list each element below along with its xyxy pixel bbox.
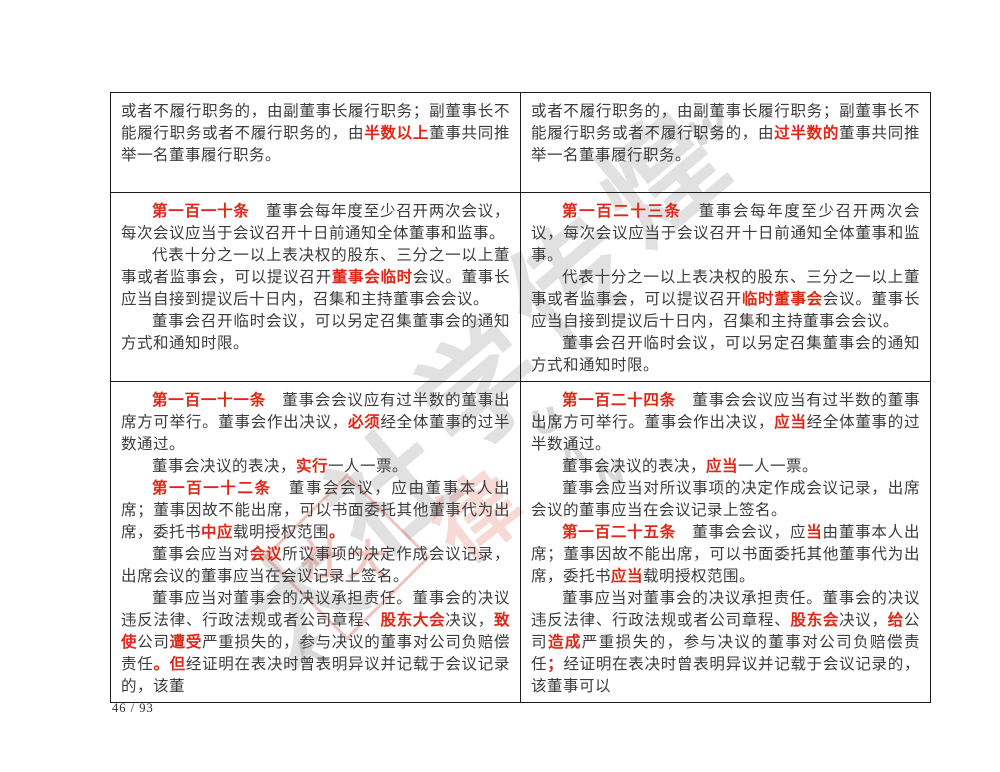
body-text: 董事会召开临时会议，可以另定召集董事会的通知方式和通知时限。 [531,335,920,374]
body-text: 董事共同推举一名董事履行职务。 [531,125,920,164]
paragraph: 董事应当对董事会的决议承担责任。董事会的决议违反法律、行政法规或者公司章程、股东… [531,588,920,698]
body-text: 会议。董事长应当自接到提议后十日内，召集和主持董事会会议。 [531,291,920,330]
highlighted-text: 。但 [153,656,186,673]
body-text: 经全体董事的过半数通过。 [121,414,510,453]
cell-new-law-continuation: 或者不履行职务的，由副董事长履行职务；副董事长不能履行职务或者不履行职务的，由过… [520,92,931,193]
highlighted-text: 致使 [121,612,510,651]
highlighted-text: 遭受 [169,634,203,651]
highlighted-text: 第一百一十条 [152,203,250,220]
body-text: 经证明在表决时曾表明异议并记载于会议记录的，该董事可以 [531,656,920,695]
body-text: 董事会决议的表决， [562,458,707,475]
table-row: 或者不履行职务的，由副董事长履行职务；副董事长不能履行职务或者不履行职务的，由半… [110,92,931,193]
body-text: 或者不履行职务的，由副董事长履行职务；副董事长不能履行职务或者不履行职务的，由 [121,103,510,142]
paragraph: 代表十分之一以上表决权的股东、三分之一以上董事或者监事会，可以提议召开临时董事会… [531,267,920,333]
body-text: 严重损失的，参与决议的董事对公司负赔偿责任 [121,634,510,673]
highlighted-text: 第一百二十三条 [562,203,682,220]
paragraph: 董事会决议的表决，实行一人一票。 [121,456,510,478]
body-text: 载明授权范围。 [643,568,756,585]
paragraph: 董事会应当对所议事项的决定作成会议记录，出席会议的董事应当在会议记录上签名。 [531,478,920,522]
paragraph: 代表十分之一以上表决权的股东、三分之一以上董事或者监事会，可以提议召开董事会临时… [121,245,510,311]
body-text: 经证明在表决时曾表明异议并记载于会议记录的，该董 [121,656,510,695]
body-text: 一人一票。 [738,458,819,475]
highlighted-text: 第一百二十五条 [562,524,676,541]
cell-old-law-articles-111-112: 第一百一十一条 董事会会议应有过半数的董事出席方可举行。董事会作出决议，必须经全… [110,381,521,703]
body-text: 董事会会议应有过半数的董事出席方可举行。董事会作出决议， [121,392,510,431]
body-text: 董事会会议应当有过半数的董事出席方可举行。董事会作出决议， [531,392,920,431]
cell-new-law-articles-124-125: 第一百二十四条 董事会会议应当有过半数的董事出席方可举行。董事会作出决议，应当经… [520,381,931,703]
body-text: 董事会应当对所议事项的决定作成会议记录，出席会议的董事应当在会议记录上签名。 [531,480,920,519]
paragraph: 董事应当对董事会的决议承担责任。董事会的决议违反法律、行政法规或者公司章程、股东… [121,588,510,698]
paragraph: 第一百二十三条 董事会每年度至少召开两次会议，每次会议应当于会议召开十日前通知全… [531,201,920,267]
highlighted-text: 临时董事会 [741,291,823,308]
table-row: 第一百一十一条 董事会会议应有过半数的董事出席方可举行。董事会作出决议，必须经全… [110,381,931,703]
paragraph: 董事会召开临时会议，可以另定召集董事会的通知方式和通知时限。 [121,311,510,355]
paragraph: 或者不履行职务的，由副董事长履行职务；副董事长不能履行职务或者不履行职务的，由半… [121,101,510,167]
paragraph: 第一百一十条 董事会每年度至少召开两次会议，每次会议应当于会议召开十日前通知全体… [121,201,510,245]
page-number: 46 / 93 [112,701,154,715]
body-text: 决议， [445,612,494,629]
body-text: 董事会每年度至少召开两次会议，每次会议应当于会议召开十日前通知全体董事和监事。 [531,203,920,264]
body-text: 董事应当对董事会的决议承担责任。董事会的决议违反法律、行政法规或者公司章程、 [121,590,510,629]
cell-new-law-article-123: 第一百二十三条 董事会每年度至少召开两次会议，每次会议应当于会议召开十日前通知全… [520,192,931,382]
highlighted-text: 董事会临时 [331,269,413,286]
paragraph: 董事会召开临时会议，可以另定召集董事会的通知方式和通知时限。 [531,333,920,377]
body-text: 或者不履行职务的，由副董事长履行职务；副董事长不能履行职务或者不履行职务的，由 [531,103,920,142]
cell-old-law-article-110: 第一百一十条 董事会每年度至少召开两次会议，每次会议应当于会议召开十日前通知全体… [110,192,521,382]
body-text: 董事会每年度至少召开两次会议，每次会议应当于会议召开十日前通知全体董事和监事。 [121,203,510,242]
highlighted-text: 会议 [249,546,283,563]
paragraph: 第一百二十五条 董事会会议，应当由董事本人出席；董事因故不能出席，可以书面委托其… [531,522,920,588]
highlighted-text: 第一百一十一条 [152,392,266,409]
body-text: 一人一票。 [328,458,409,475]
body-text: 董事会会议，应 [675,524,807,541]
paragraph: 或者不履行职务的，由副董事长履行职务；副董事长不能履行职务或者不履行职务的，由过… [531,101,920,167]
highlighted-text: 实行 [296,458,329,475]
body-text: 载明授权范围 [233,524,330,541]
paragraph: 第一百二十四条 董事会会议应当有过半数的董事出席方可举行。董事会作出决议，应当经… [531,390,920,456]
highlighted-text: 中应 [201,524,234,541]
body-text: 代表十分之一以上表决权的股东、三分之一以上董事或者监事会，可以提议召开 [121,247,510,286]
body-text: 代表十分之一以上表决权的股东、三分之一以上董事或者监事会，可以提议召开 [531,269,920,308]
body-text: 严重损失的，参与决议的董事对公司负赔偿责任 [531,634,920,673]
highlighted-text: 必须 [348,414,381,431]
body-text: 公司 [137,634,170,651]
highlighted-text: 应当 [774,414,807,431]
highlighted-text: 第一百一十二条 [152,480,272,497]
paragraph: 第一百一十一条 董事会会议应有过半数的董事出席方可举行。董事会作出决议，必须经全… [121,390,510,456]
paragraph: 董事会应当对会议所议事项的决定作成会议记录，出席会议的董事应当在会议记录上签名。 [121,544,510,588]
highlighted-text: 第一百二十四条 [562,392,676,409]
body-text: 会议。董事长应当自接到提议后十日内，召集和主持董事会会议。 [121,269,510,308]
highlighted-text: ； [547,656,564,673]
body-text: 经全体董事的过半数通过。 [531,414,920,453]
highlighted-text: 。 [329,524,346,541]
body-text: 由董事本人出席；董事因故不能出席，可以书面委托其他董事代为出席，委托书 [531,524,920,585]
body-text: 董事共同推举一名董事履行职务。 [121,125,510,164]
paragraph: 第一百一十二条 董事会会议，应由董事本人出席；董事因故不能出席，可以书面委托其他… [121,478,510,544]
body-text: 董事应当对董事会的决议承担责任。董事会的决议违反法律、行政法规或者公司章程、 [531,590,920,629]
body-text: 董事会会议，应由董事本人出席；董事因故不能出席，可以书面委托其他董事代为出席，委… [121,480,510,541]
highlighted-text: 当 [806,524,823,541]
highlighted-text: 造成 [547,634,582,651]
body-text: 董事会决议的表决， [152,458,297,475]
highlighted-text: 应当 [706,458,739,475]
highlighted-text: 给 [887,612,904,629]
highlighted-text: 股东大会 [380,612,446,629]
body-text: 公司 [531,612,920,651]
body-text: 董事会应当对 [152,546,250,563]
body-text: 所议事项的决定作成会议记录，出席会议的董事应当在会议记录上签名。 [121,546,510,585]
highlighted-text: 股东会 [790,612,840,629]
highlighted-text: 应当 [611,568,644,585]
cell-old-law-continuation: 或者不履行职务的，由副董事长履行职务；副董事长不能履行职务或者不履行职务的，由半… [110,92,521,193]
table-row: 第一百一十条 董事会每年度至少召开两次会议，每次会议应当于会议召开十日前通知全体… [110,192,931,382]
highlighted-text: 半数以上 [364,125,430,142]
law-comparison-table: 或者不履行职务的，由副董事长履行职务；副董事长不能履行职务或者不履行职务的，由半… [110,92,931,703]
body-text: 董事会召开临时会议，可以另定召集董事会的通知方式和通知时限。 [121,313,510,352]
highlighted-text: 过半数的 [774,125,840,142]
paragraph: 董事会决议的表决，应当一人一票。 [531,456,920,478]
body-text: 决议， [839,612,888,629]
